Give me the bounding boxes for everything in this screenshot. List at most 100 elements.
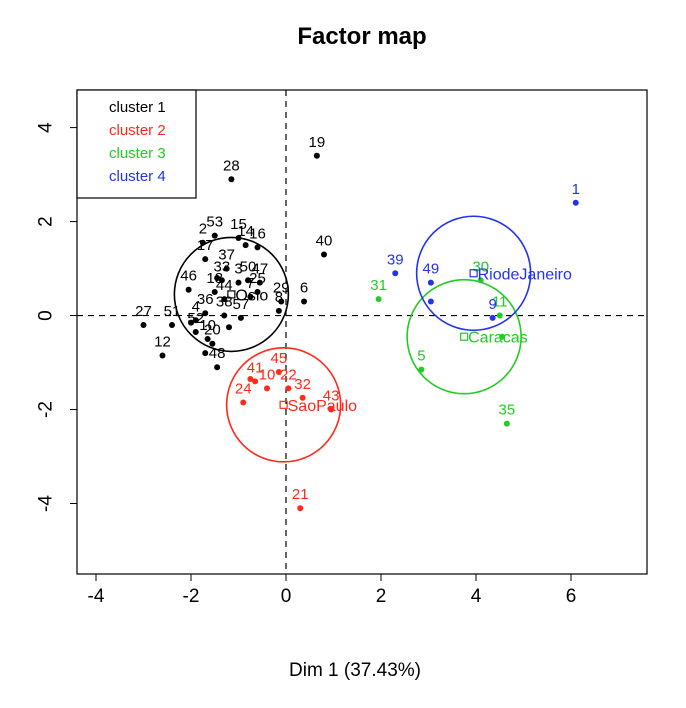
point-label: 50 xyxy=(240,258,257,275)
data-point xyxy=(477,277,484,284)
y-tick-label: 4 xyxy=(36,122,57,133)
cluster-center-label: RiodeJaneiro xyxy=(478,266,572,283)
point-label: 49 xyxy=(423,261,440,278)
cluster-circle xyxy=(415,215,532,332)
y-tick-label: -4 xyxy=(36,495,57,512)
data-point xyxy=(202,350,209,357)
point-label: 22 xyxy=(280,366,297,383)
cluster-center-label: SaoPaulo xyxy=(288,398,357,415)
data-point xyxy=(254,244,261,251)
point-label: 24 xyxy=(235,380,252,397)
x-tick-label: 0 xyxy=(281,586,292,607)
data-point xyxy=(299,394,306,401)
data-point xyxy=(204,336,211,343)
point-label: 1 xyxy=(572,181,580,198)
point-label: 32 xyxy=(294,376,311,393)
y-tick-label: 0 xyxy=(36,310,57,321)
cluster-circles xyxy=(173,215,532,463)
point-label: 45 xyxy=(271,350,288,367)
point-label: 20 xyxy=(204,322,221,339)
data-point xyxy=(247,375,254,382)
cluster-circle xyxy=(225,347,342,463)
data-point xyxy=(301,298,308,305)
data-point xyxy=(192,329,199,335)
cluster-centers: Oslo SaoPaulo Caracas RiodeJaneiro xyxy=(227,266,572,415)
cluster-center-marker xyxy=(227,290,236,299)
data-point xyxy=(240,399,247,406)
x-axis-label: Dim 1 (37.43%) xyxy=(289,660,421,681)
data-point xyxy=(254,289,261,296)
point-label: 40 xyxy=(316,232,333,249)
point-label: 27 xyxy=(135,303,152,320)
point-label: 51 xyxy=(164,303,181,320)
data-point xyxy=(211,232,218,239)
point-label: 38 xyxy=(216,294,233,311)
data-point xyxy=(256,279,263,286)
cluster-center-marker xyxy=(279,400,288,409)
point-label: 6 xyxy=(300,279,308,296)
point-label: 29 xyxy=(273,279,290,296)
point-label: 9 xyxy=(488,296,496,313)
data-point xyxy=(418,366,425,373)
data-point xyxy=(202,256,209,263)
point-label: 8 xyxy=(275,289,283,306)
cluster-circle xyxy=(406,278,522,395)
cluster-center-label: Oslo xyxy=(235,287,268,304)
point-label: 57 xyxy=(233,296,250,313)
point-label: 43 xyxy=(323,388,340,405)
data-point xyxy=(278,298,285,305)
data-point xyxy=(226,324,232,331)
cluster-center-label: Caracas xyxy=(468,330,528,347)
point-label: 16 xyxy=(249,225,266,242)
point-label: 7 xyxy=(246,275,254,292)
legend-entry: cluster 2 xyxy=(109,122,166,139)
data-points xyxy=(140,152,579,512)
data-point xyxy=(264,385,270,392)
data-point xyxy=(199,239,206,246)
point-label: 37 xyxy=(218,247,235,264)
point-label: 5 xyxy=(417,348,425,365)
point-label: 31 xyxy=(370,277,387,294)
data-point xyxy=(499,333,506,340)
point-label: 35 xyxy=(499,402,516,419)
point-label: 47 xyxy=(252,261,269,278)
data-point xyxy=(223,265,230,272)
data-point xyxy=(285,385,292,392)
plot-frame xyxy=(76,89,648,575)
data-point xyxy=(427,298,434,305)
data-point xyxy=(140,321,147,328)
data-point xyxy=(202,310,209,317)
point-label: 4 xyxy=(192,298,200,315)
point-label: 46 xyxy=(180,268,197,285)
point-label: 10 xyxy=(259,366,276,383)
data-point xyxy=(572,199,579,206)
x-tick-label: 2 xyxy=(376,586,387,607)
data-point xyxy=(218,277,225,284)
data-point xyxy=(252,378,259,385)
data-point xyxy=(237,314,244,321)
legend-entry: cluster 4 xyxy=(109,168,166,185)
point-label: 12 xyxy=(154,333,171,350)
point-label: 2 xyxy=(199,221,207,238)
data-point xyxy=(221,312,228,319)
point-label: 17 xyxy=(197,237,214,254)
y-tick-label: -2 xyxy=(36,401,57,418)
data-point xyxy=(247,293,254,300)
point-label: 14 xyxy=(237,223,254,240)
point-label: 10 xyxy=(199,317,216,334)
point-label: 25 xyxy=(249,270,266,287)
legend-entry: cluster 3 xyxy=(109,145,166,162)
point-label: 11 xyxy=(492,294,508,311)
point-label: 53 xyxy=(206,214,223,231)
data-point xyxy=(427,279,434,286)
x-tick-label: -4 xyxy=(88,586,105,607)
legend-entry: cluster 1 xyxy=(109,99,166,116)
data-point xyxy=(188,319,194,326)
data-point xyxy=(214,364,221,371)
data-point xyxy=(185,286,192,293)
point-label: 33 xyxy=(214,258,231,275)
legend: cluster 1 cluster 2 cluster 3 cluster 4 xyxy=(76,89,197,199)
point-label: 21 xyxy=(292,486,309,503)
